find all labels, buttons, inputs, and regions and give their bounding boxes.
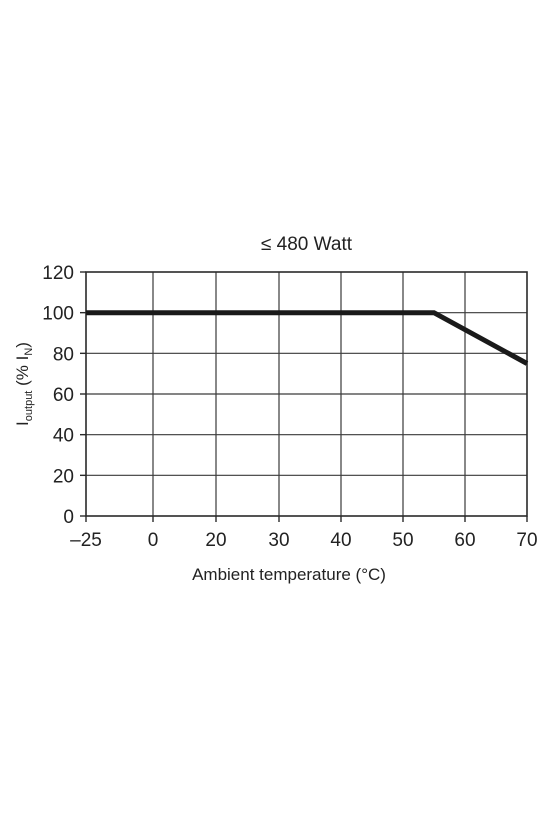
x-tick-label: –25	[70, 530, 102, 551]
y-axis-label-sub: output	[23, 391, 35, 422]
y-tick-labels: 0 20 40 60 80 100 120	[42, 263, 74, 528]
y-axis-label-middle: (% I	[13, 356, 32, 391]
x-axis-label: Ambient temperature (°C)	[192, 565, 386, 584]
y-axis-label-end: )	[13, 342, 32, 348]
y-tick-label: 100	[42, 304, 74, 325]
y-tick-label: 40	[53, 426, 74, 447]
x-tick-label: 60	[454, 530, 475, 551]
x-tick-labels: –25 0 20 30 40 50 60 70	[70, 530, 537, 551]
axis-ticks	[80, 271, 528, 522]
y-tick-label: 20	[53, 466, 74, 487]
x-tick-label: 20	[205, 530, 226, 551]
series	[86, 310, 529, 366]
y-tick-label: 80	[53, 344, 74, 365]
chart-title: ≤ 480 Watt	[261, 234, 353, 255]
grid	[86, 272, 527, 516]
x-tick-label: 30	[268, 530, 289, 551]
x-tick-label: 70	[516, 530, 537, 551]
y-tick-label: 60	[53, 385, 74, 406]
series-line	[86, 310, 529, 366]
y-axis-label-sub2: N	[23, 348, 35, 356]
y-tick-label: 120	[42, 263, 74, 284]
y-axis-label: Ioutput (% IN)	[13, 342, 35, 426]
x-tick-label: 40	[330, 530, 351, 551]
y-axis-label-main: I	[13, 421, 32, 426]
x-tick-label: 50	[392, 530, 413, 551]
y-tick-label: 0	[63, 507, 74, 528]
x-tick-label: 0	[148, 530, 159, 551]
